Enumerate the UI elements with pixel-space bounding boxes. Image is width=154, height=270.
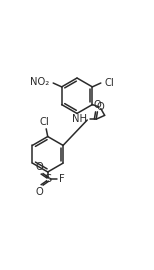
Text: F: F xyxy=(59,174,65,184)
Text: NH: NH xyxy=(72,114,87,124)
Text: O: O xyxy=(93,100,101,110)
Text: NO₂: NO₂ xyxy=(30,77,49,87)
Text: O: O xyxy=(35,187,43,197)
Text: Cl: Cl xyxy=(104,77,114,87)
Text: O: O xyxy=(35,162,43,172)
Text: S: S xyxy=(44,174,51,184)
Text: Cl: Cl xyxy=(40,117,50,127)
Text: O: O xyxy=(96,102,104,112)
